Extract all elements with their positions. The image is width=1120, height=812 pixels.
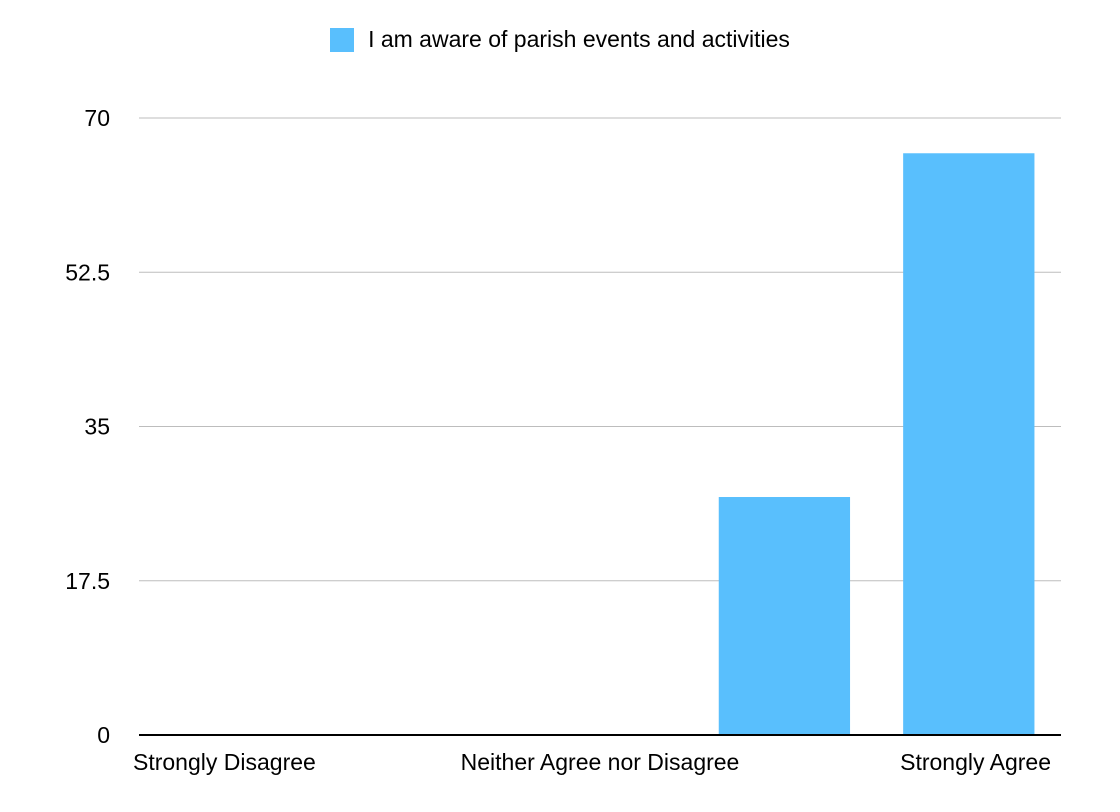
x-tick-label: Neither Agree nor Disagree xyxy=(461,749,740,775)
x-tick-label: Strongly Disagree xyxy=(133,749,316,775)
legend-label: I am aware of parish events and activiti… xyxy=(368,26,790,52)
bar xyxy=(718,497,851,735)
y-tick-label: 0 xyxy=(97,722,110,748)
y-tick-label: 52.5 xyxy=(65,259,110,285)
y-tick-label: 35 xyxy=(84,414,110,440)
y-tick-label: 17.5 xyxy=(65,568,110,594)
y-tick-label: 70 xyxy=(84,105,110,131)
x-tick-label: Strongly Agree xyxy=(900,749,1051,775)
chart-legend: I am aware of parish events and activiti… xyxy=(0,26,1120,53)
bar xyxy=(903,153,1035,735)
legend-swatch xyxy=(330,27,355,52)
